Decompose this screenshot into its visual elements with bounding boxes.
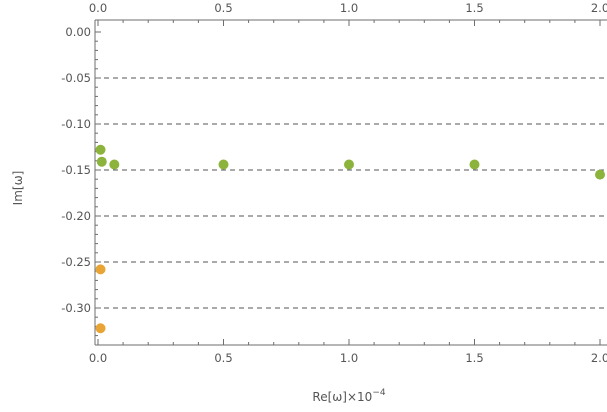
x-tick-label-top-4: 2.0: [591, 1, 607, 15]
x-tick-label-top-2: 1.0: [340, 1, 358, 15]
data-point-s0-4: [344, 159, 354, 170]
y-tick-label-3: -0.15: [61, 163, 91, 177]
x-tick-label-top-0: 0.0: [89, 1, 107, 15]
data-point-s0-2: [109, 159, 120, 170]
plot-frame: [94, 19, 607, 346]
data-point-s1-0: [95, 264, 106, 275]
x-tick-label-bottom-1: 0.5: [214, 351, 232, 365]
y-tick-label-6: -0.30: [61, 301, 91, 315]
data-points: [95, 144, 605, 334]
data-point-s1-1: [95, 323, 106, 334]
y-tick-label-0: 0.00: [65, 25, 91, 39]
x-tick-label-bottom-0: 0.0: [89, 351, 107, 365]
y-tick-label-1: -0.05: [61, 71, 91, 85]
axis-ticks: [95, 20, 601, 345]
x-tick-label-top-1: 0.5: [214, 1, 232, 15]
data-point-s0-6: [595, 169, 605, 180]
y-tick-label-5: -0.25: [61, 255, 91, 269]
data-point-s0-0: [95, 144, 106, 155]
x-tick-label-bottom-2: 1.0: [340, 351, 358, 365]
data-point-s0-3: [218, 159, 229, 170]
y-axis-label: Im[ω]: [11, 171, 25, 206]
x-tick-label-bottom-4: 2.0: [591, 351, 607, 365]
x-tick-labels-top: 0.0 0.5 1.0 1.5 2.0: [89, 1, 607, 15]
y-tick-label-4: -0.20: [61, 209, 91, 223]
y-tick-label-2: -0.10: [61, 117, 91, 131]
gridlines: [95, 77, 607, 309]
data-point-s0-1: [96, 156, 107, 167]
y-tick-labels: 0.00 -0.05 -0.10 -0.15 -0.20 -0.25 -0.30: [61, 25, 91, 315]
data-point-s0-5: [469, 159, 480, 170]
x-axis-label: Re[ω]×10−4: [312, 388, 385, 404]
x-tick-label-bottom-3: 1.5: [465, 351, 483, 365]
x-tick-labels-bottom: 0.0 0.5 1.0 1.5 2.0: [89, 351, 607, 365]
x-tick-label-top-3: 1.5: [465, 1, 483, 15]
